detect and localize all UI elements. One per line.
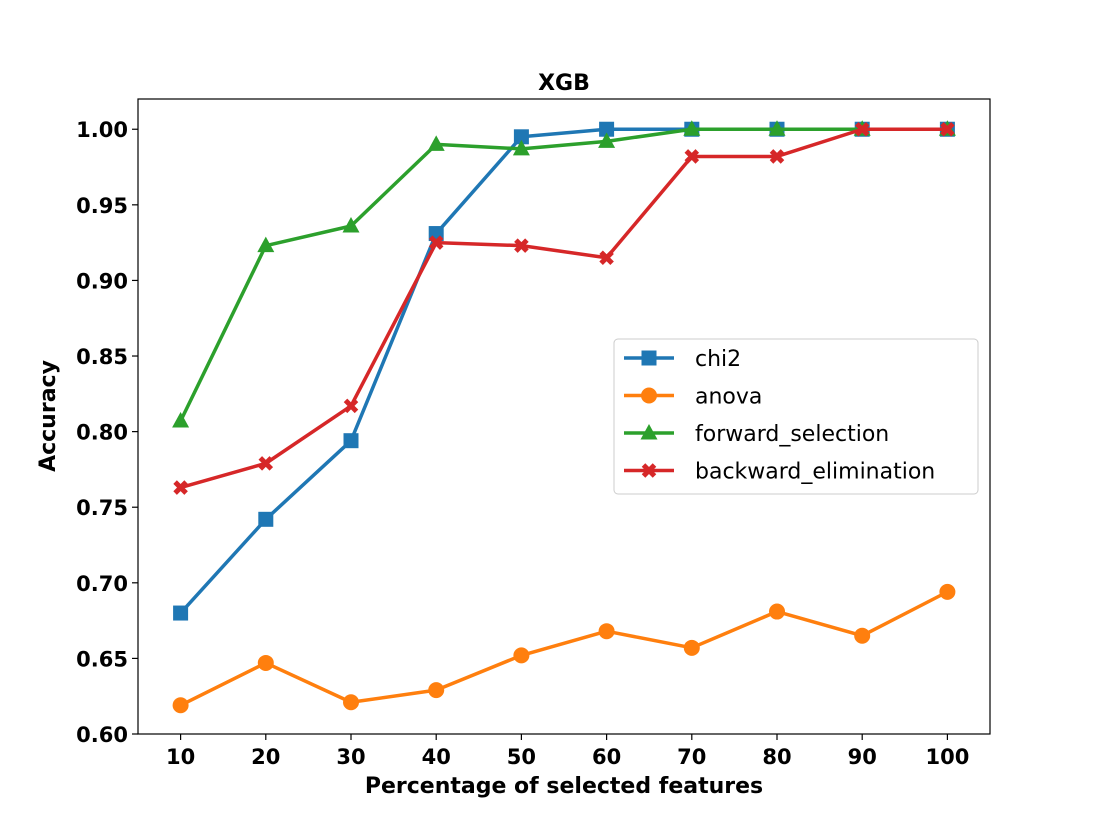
x-tick-label: 100 <box>925 745 969 769</box>
x-tick-label: 40 <box>422 745 451 769</box>
data-point <box>514 238 529 253</box>
series-anova <box>172 583 956 714</box>
data-point <box>428 235 444 250</box>
x-tick-label: 60 <box>592 745 621 769</box>
data-point <box>342 217 360 233</box>
y-tick-label: 0.80 <box>76 421 128 445</box>
data-point <box>427 135 445 151</box>
y-tick-label: 0.65 <box>76 647 128 671</box>
data-point <box>173 605 189 621</box>
data-point <box>598 623 615 640</box>
legend-entry: forward_selection <box>695 422 889 447</box>
data-point <box>598 132 616 148</box>
data-point <box>939 583 956 600</box>
series-line <box>180 127 948 490</box>
data-point <box>257 236 275 253</box>
data-point <box>428 682 445 699</box>
x-tick-label: 30 <box>336 745 365 769</box>
series-forward-selection <box>172 120 956 428</box>
data-point <box>854 627 871 644</box>
y-axis-label: Accuracy <box>36 360 61 472</box>
data-point <box>513 129 529 145</box>
data-point <box>512 139 530 156</box>
chart-title: XGB <box>538 71 590 96</box>
x-tick-label: 10 <box>166 745 195 769</box>
data-point <box>258 456 274 471</box>
legend-marker <box>641 387 657 404</box>
data-point <box>854 121 870 137</box>
plot-frame <box>137 98 991 735</box>
data-point <box>343 433 359 449</box>
y-tick-label: 0.85 <box>76 345 128 369</box>
x-tick-label: 80 <box>762 745 791 769</box>
data-point <box>599 121 615 137</box>
y-tick-label: 0.60 <box>76 723 128 747</box>
data-point <box>257 654 274 671</box>
x-axis-label: Percentage of selected features <box>365 774 763 799</box>
data-point <box>940 121 955 137</box>
legend-entry: backward_elimination <box>695 460 935 485</box>
data-point <box>173 480 188 495</box>
legend-box <box>613 338 979 495</box>
data-point <box>769 149 785 164</box>
series-line <box>179 127 948 422</box>
legend-marker <box>640 424 658 440</box>
x-tick-label: 90 <box>848 745 877 769</box>
legend: chi2 anova forward_selection backward_elimi… <box>613 338 979 495</box>
y-tick-label: 0.95 <box>76 194 128 218</box>
data-point <box>172 412 190 428</box>
data-point <box>343 398 359 414</box>
data-point <box>599 250 614 266</box>
data-point <box>172 697 189 714</box>
series-backward-elimination <box>173 121 955 495</box>
y-tick-label: 0.75 <box>76 496 128 520</box>
data-point <box>343 694 359 711</box>
data-point <box>683 120 701 136</box>
legend-marker <box>641 463 657 478</box>
data-point <box>258 511 274 527</box>
x-tick-label: 20 <box>251 745 280 769</box>
y-tick-label: 1.00 <box>76 118 128 142</box>
data-point <box>768 120 786 136</box>
legend-entry: anova <box>695 385 762 410</box>
y-tick-label: 0.70 <box>76 572 128 596</box>
legend-marker <box>641 350 657 366</box>
data-point <box>513 647 530 664</box>
legend-entry: chi2 <box>695 347 741 372</box>
y-tick-label: 0.90 <box>76 269 128 293</box>
x-tick-label: 70 <box>677 745 706 769</box>
x-tick-label: 50 <box>507 745 536 769</box>
data-point <box>684 149 700 164</box>
series-line <box>179 590 949 707</box>
data-point <box>769 603 785 620</box>
data-point <box>683 639 700 656</box>
